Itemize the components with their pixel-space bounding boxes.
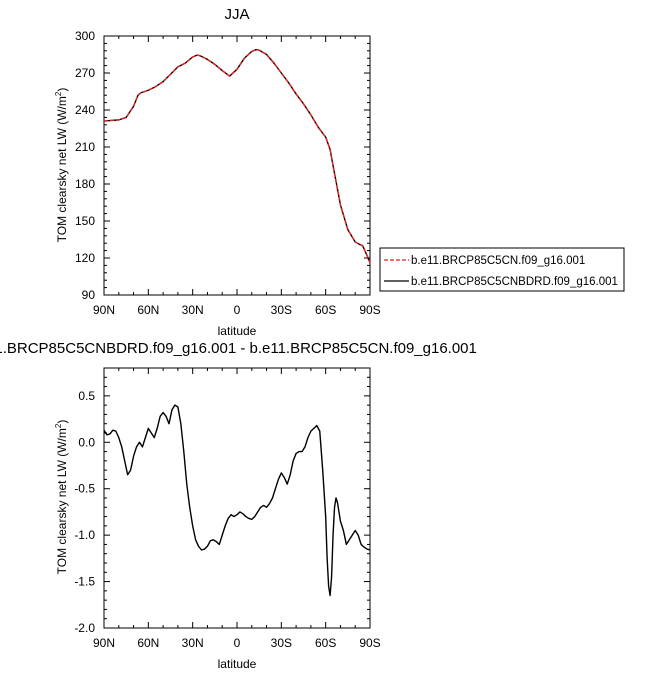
legend-label-series-2: b.e11.BRCP85C5CNBDRD.f09_g16.001 [411,276,618,288]
top-x-tick-label: 30N [182,303,204,317]
top-x-tick-label: 60S [315,303,336,317]
top-y-axis-label-sup: 2 [54,91,63,96]
bottom-plot-area: 90N 60N 30N 0 30S 60S 90S -2.0 -1.5 -1.0 -0.5 0.0 0.… [74,367,381,650]
top-y-tick-label: 270 [75,66,95,80]
top-y-axis-label: TOM clearsky net LW (W/m2) [54,88,69,243]
top-series-line-1 [103,48,371,264]
bottom-x-tick-label: 0 [234,636,241,650]
bottom-chart-title: 11.BRCP85C5CNBDRD.f09_g16.001 - b.e11.BR… [0,340,477,357]
bottom-series-line-1 [103,404,371,597]
top-y-tick-label: 210 [75,140,95,154]
bottom-y-tick-label: -1.5 [74,575,95,589]
top-x-tick-label: 90N [93,303,115,317]
bottom-y-tick-label: -1.0 [74,528,95,542]
legend-label-series-1: b.e11.BRCP85C5CN.f09_g16.001 [411,255,585,267]
top-y-tick-label: 300 [75,29,95,43]
bottom-y-axis-label-sup: 2 [54,423,63,428]
bottom-y-axis-label-end: ) [55,420,69,424]
legend: b.e11.BRCP85C5CN.f09_g16.001 b.e11.BRCP8… [379,247,625,292]
top-y-tick-label: 90 [82,288,96,302]
top-series-line-2 [103,48,371,264]
bottom-x-tick-label: 90N [93,636,115,650]
top-x-tick-label: 60N [137,303,159,317]
top-y-axis-label-main: TOM clearsky net LW (W/m [55,96,69,242]
top-y-tick-label: 150 [75,214,95,228]
bottom-panel: 11.BRCP85C5CNBDRD.f09_g16.001 - b.e11.BR… [0,340,477,671]
bottom-x-tick-label: 90S [359,636,380,650]
top-plot-frame [103,35,371,296]
bottom-x-tick-label: 60S [315,636,336,650]
legend-box [379,247,625,292]
bottom-y-axis-label: TOM clearsky net LW (W/m2) [54,420,69,575]
top-x-axis-label: latitude [218,324,257,338]
bottom-y-tick-label: -0.5 [74,482,95,496]
top-y-tick-label: 240 [75,103,95,117]
bottom-y-axis-label-main: TOM clearsky net LW (W/m [55,428,69,574]
bottom-x-tick-label: 30S [271,636,292,650]
bottom-y-tick-label: 0.5 [78,389,95,403]
top-y-tick-label: 120 [75,251,95,265]
bottom-y-tick-label: -2.0 [74,621,95,635]
bottom-x-tick-label: 30N [182,636,204,650]
bottom-x-tick-label: 60N [137,636,159,650]
top-x-tick-label: 30S [271,303,292,317]
top-y-axis-label-end: ) [55,88,69,92]
top-plot-area: 90N 60N 30N 0 30S 60S 90S 90 120 150 180 210 240 270 3… [75,29,381,317]
top-x-tick-label: 90S [359,303,380,317]
top-panel: JJA 90N 60N 30N 0 30S 60S 90S 90 120 150 180 210 240… [54,6,625,338]
top-x-tick-label: 0 [234,303,241,317]
bottom-y-tick-label: 0.0 [78,435,95,449]
top-y-tick-label: 180 [75,177,95,191]
bottom-x-axis-label: latitude [218,657,257,671]
top-chart-title: JJA [224,6,249,23]
